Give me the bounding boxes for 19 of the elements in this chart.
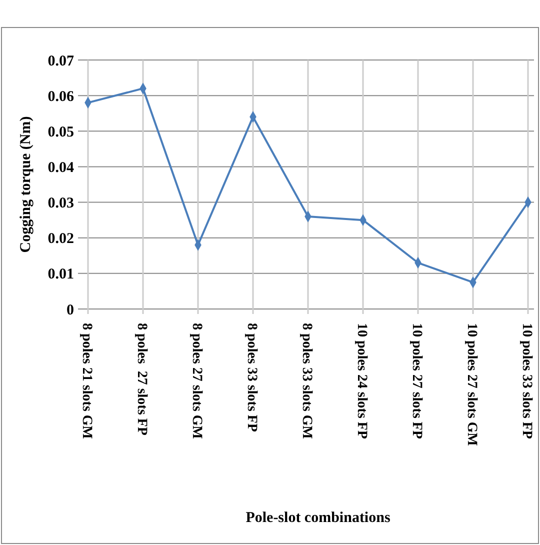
y-axis-title: Cogging torque (Nm) (18, 116, 34, 253)
x-tick-label: 8 poles 27 slots FP (134, 323, 150, 436)
y-tick-label: 0.04 (48, 160, 74, 176)
x-tick-label: 8 poles 33 slots GM (299, 323, 314, 439)
y-tick-label: 0.07 (48, 53, 74, 70)
y-tick-label: 0.03 (48, 196, 74, 212)
x-tick-label: 10 poles 33 slots FP (519, 323, 534, 440)
x-tick-label: 8 poles 21 slots GM (79, 323, 94, 439)
x-axis-title: Pole-slot combinations (246, 510, 390, 526)
x-tick-label: 10 poles 27 slots GM (464, 323, 480, 446)
y-tick-label: 0.06 (48, 88, 74, 105)
x-tick-label: 10 poles 27 slots FP (409, 323, 424, 440)
y-tick-label: 0.05 (48, 124, 74, 140)
x-tick-label: 10 poles 24 slots FP (354, 323, 370, 440)
y-tick-label: 0 (66, 302, 74, 318)
x-tick-label: 8 poles 33 slots FP (244, 323, 260, 432)
y-tick-label: 0.02 (48, 231, 74, 248)
x-tick-label: 8 poles 27 slots GM (189, 323, 204, 439)
y-tick-label: 0.01 (48, 266, 74, 283)
